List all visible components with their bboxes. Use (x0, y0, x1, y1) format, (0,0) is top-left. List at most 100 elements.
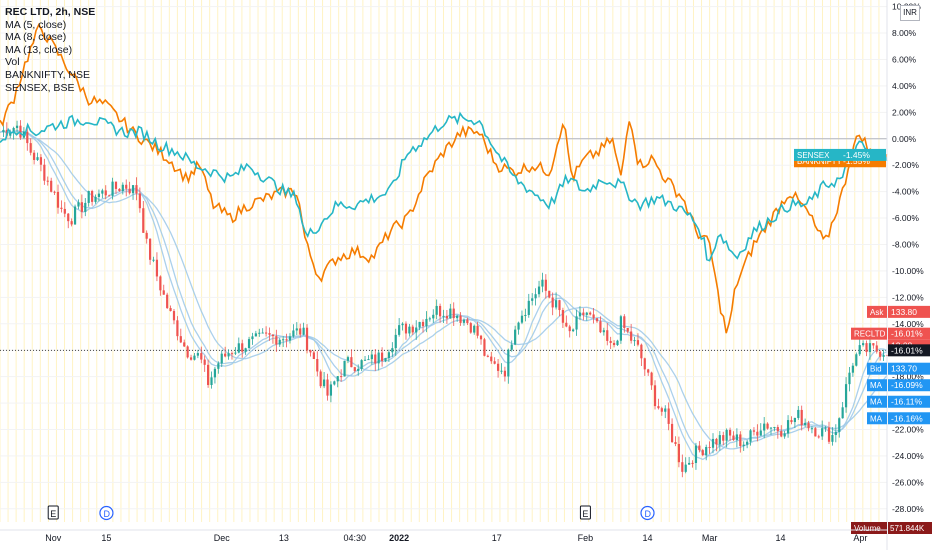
candle-body (858, 345, 861, 355)
candle-body (589, 312, 592, 315)
candle-body (428, 318, 431, 320)
candle-body (670, 423, 674, 443)
candle-body (476, 325, 479, 336)
candle-body (415, 327, 418, 333)
candle-body (831, 435, 834, 442)
dividend-marker[interactable] (99, 505, 114, 521)
candle-body (824, 427, 827, 429)
series-line-sensex (0, 111, 888, 262)
candle-body (520, 315, 524, 323)
candle-body (783, 433, 786, 437)
candle-body (868, 343, 872, 353)
candle-body (537, 286, 541, 295)
candle-body (363, 359, 367, 361)
candle-body (483, 339, 486, 356)
price-axis-tag (851, 327, 887, 340)
candle-body (759, 430, 762, 436)
currency-badge[interactable]: INR (900, 5, 920, 21)
candle-body (827, 427, 831, 442)
price-axis-value-text: -16.11% (891, 397, 922, 407)
legend-ma8[interactable]: MA (8, close) (5, 31, 67, 44)
candle-body (142, 208, 145, 233)
candle-body (616, 340, 619, 346)
candle-body (131, 185, 135, 194)
candle-body (810, 428, 814, 430)
candle-body (817, 436, 820, 438)
legend-symbol[interactable]: REC LTD, 2h, NSE (5, 6, 96, 18)
candle-body (681, 462, 684, 472)
price-axis-label[interactable]: Bid 133.70 (867, 362, 930, 375)
candle-body (626, 327, 629, 332)
price-axis-label[interactable]: MA -16.16% (867, 412, 930, 425)
candle-body (561, 310, 565, 323)
candle-body (305, 327, 309, 351)
price-axis-value-text: -16.16% (891, 413, 923, 423)
candle-body (653, 385, 657, 407)
candle-body (200, 353, 203, 360)
candle-body (312, 352, 315, 360)
candle-body (288, 336, 292, 341)
candle-body (862, 343, 865, 346)
candle-body (411, 326, 414, 333)
candle-body (657, 406, 660, 409)
x-tick-label: Mar (702, 533, 718, 543)
candle-body (500, 370, 503, 372)
candle-body (367, 359, 370, 361)
candle-body (449, 308, 452, 319)
price-axis-label[interactable]: -16.01% (888, 344, 930, 357)
y-tick-label: -10.00% (892, 266, 924, 276)
candle-body (800, 409, 803, 426)
x-tick-label: Dec (214, 533, 231, 543)
candle-body (725, 429, 728, 441)
x-tick-label: 14 (776, 533, 786, 543)
legend-banknifty[interactable]: BANKNIFTY, NSE (5, 68, 90, 81)
ma-line-13 (0, 130, 888, 450)
candle-body (623, 316, 626, 328)
price-axis-label[interactable]: MA -16.09% (867, 379, 930, 392)
y-tick-label: -26.00% (892, 477, 924, 487)
legend-ma13[interactable]: MA (13, close) (5, 43, 73, 56)
candle-body (172, 311, 176, 321)
legend-ma5[interactable]: MA (5, close) (5, 18, 67, 31)
candle-body (732, 435, 735, 441)
candle-body (19, 125, 22, 138)
candle-body (254, 333, 257, 337)
x-tick-label: Apr (853, 533, 867, 543)
candle-body (749, 430, 752, 442)
x-tick-label: Nov (45, 533, 62, 543)
price-axis-value-box (888, 379, 930, 392)
candle-body (159, 276, 162, 291)
price-axis-label[interactable]: MA -16.11% (867, 395, 930, 408)
volume-value-text: 571.844K (890, 524, 925, 533)
price-axis-value-text: 133.80 (891, 307, 917, 317)
candle-body (278, 339, 281, 345)
price-axis-tag (867, 395, 887, 408)
candle-body (408, 326, 411, 334)
dividend-marker[interactable] (640, 505, 655, 521)
event-marker-label: E (50, 509, 56, 519)
candle-body (514, 329, 517, 345)
candle-body (838, 418, 841, 432)
candle-body (650, 372, 653, 386)
candle-body (780, 431, 783, 437)
series-value-tag (840, 148, 886, 161)
candle-body (421, 321, 425, 327)
series-line-banknifty (0, 22, 888, 334)
candle-body (217, 363, 220, 369)
candle-body (370, 354, 373, 360)
candle-body (807, 422, 810, 429)
price-axis-label[interactable]: Ask 133.80 (867, 305, 930, 318)
candle-body (531, 298, 534, 301)
candle-body (459, 315, 462, 323)
legend-vol[interactable]: Vol (5, 56, 20, 69)
candle-body (398, 325, 401, 335)
earnings-marker[interactable] (47, 505, 59, 520)
candle-body (326, 379, 329, 396)
legend-sensex[interactable]: SENSEX, BSE (5, 81, 75, 94)
candle-body (735, 434, 738, 441)
x-tick-label: 2022 (389, 533, 409, 543)
price-axis-value-box (888, 362, 930, 375)
candle-body (572, 329, 575, 332)
earnings-marker[interactable] (579, 505, 591, 520)
